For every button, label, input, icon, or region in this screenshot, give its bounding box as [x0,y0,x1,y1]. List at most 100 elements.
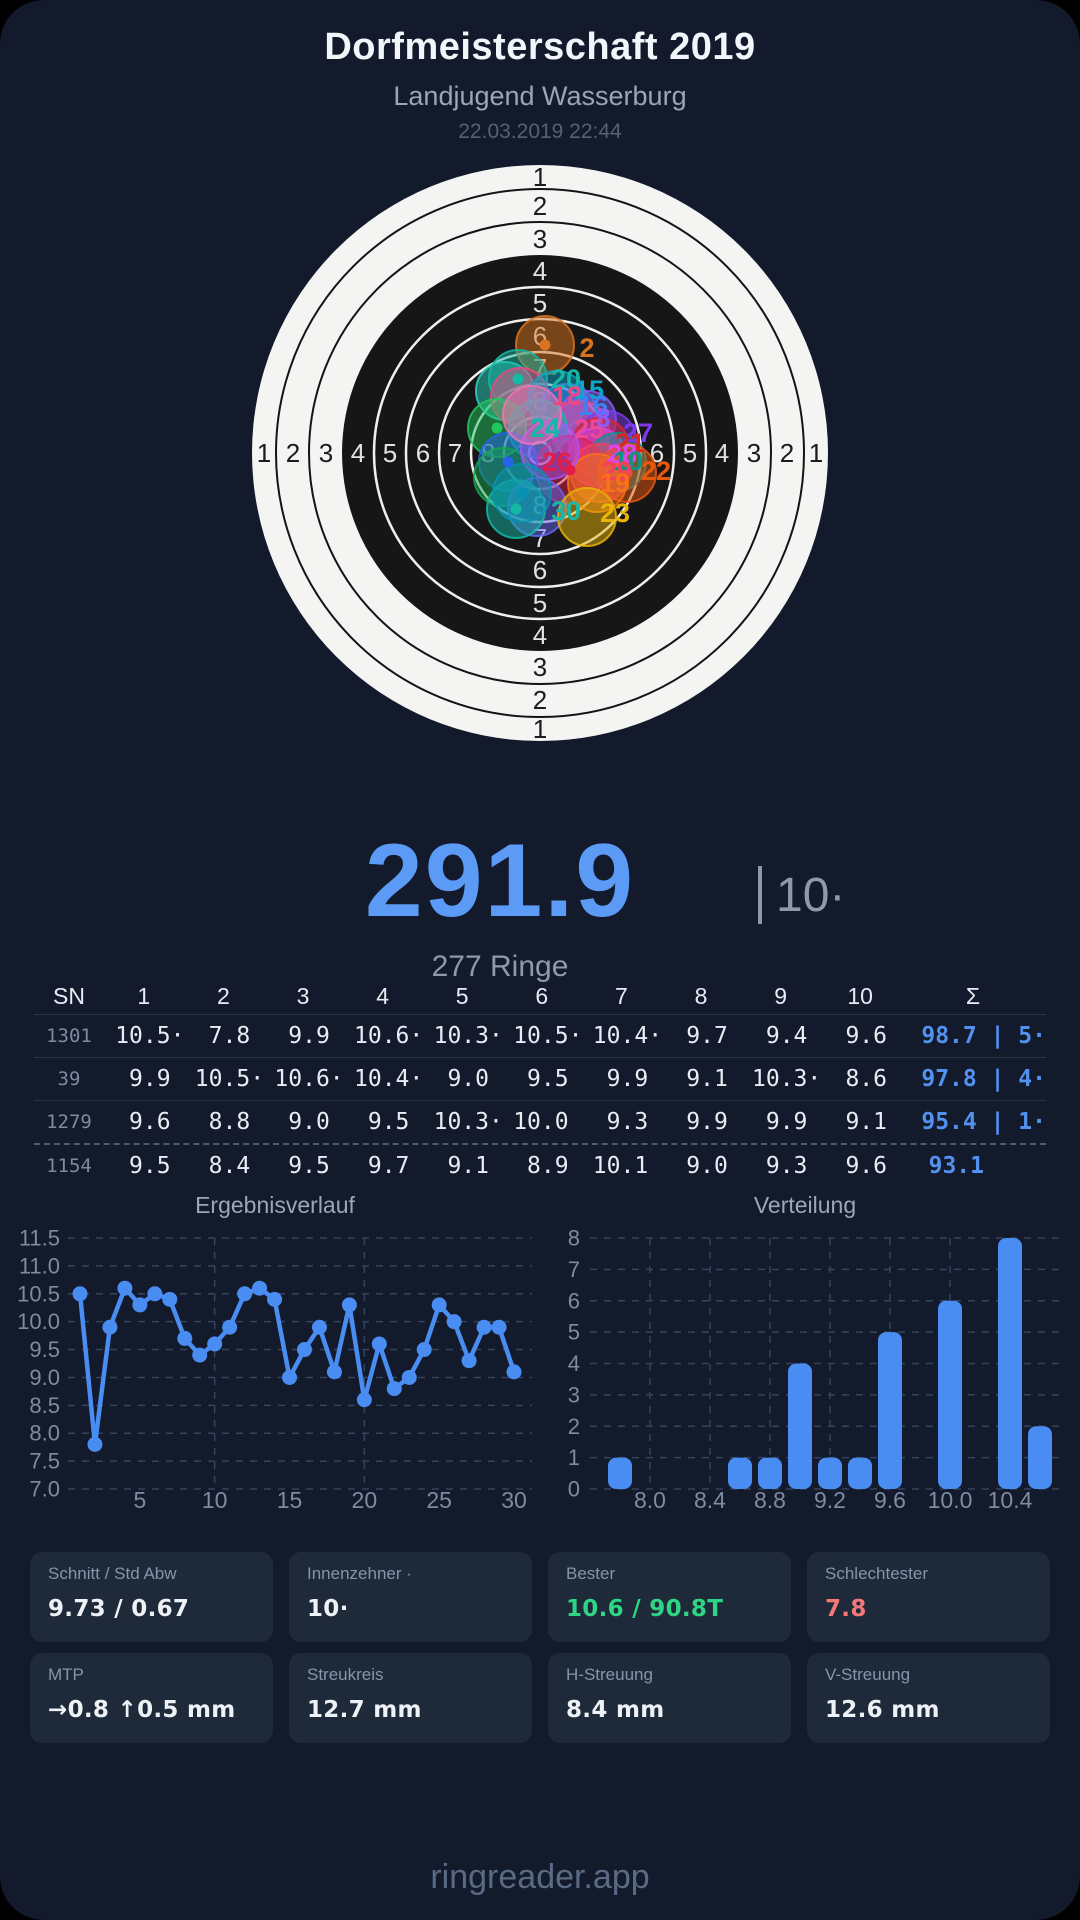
data-point[interactable] [237,1286,253,1302]
histogram-bar[interactable] [758,1457,782,1489]
data-point[interactable] [132,1297,148,1313]
x-tick-label: 10.4 [988,1487,1033,1513]
data-point[interactable] [506,1364,522,1380]
shot-value-cell: 9.5 [288,1153,330,1179]
shot-value-cell: 9.9 [606,1066,649,1092]
brand-link[interactable]: ringreader.app [430,1858,650,1896]
data-point[interactable] [371,1336,387,1352]
data-point[interactable] [87,1436,103,1452]
score-summary: 291.9 10· 277 Ringe [0,822,1080,984]
data-point[interactable] [177,1330,193,1346]
shot-value-cell: 9.5 [129,1153,171,1179]
ring-circle [372,285,708,621]
histogram-bar[interactable] [788,1363,812,1490]
shot-center-dot [510,503,522,515]
ring-number: 5 [383,438,397,468]
data-point[interactable] [491,1319,507,1335]
ring-number: 2 [533,191,547,221]
shot-value-cell: 9.9 [288,1023,330,1049]
shot-value-cell: 10.1 [592,1153,649,1179]
table-row[interactable]: 1301 10.5 · 7.8 9.9 10.6 · 10.3 · 10.5 · 10.4 · 9.7 9.… [34,1014,1046,1057]
bar-chart-title: Verteilung [753,1192,857,1218]
column-header: 2 [216,982,230,1009]
x-tick-label: 25 [426,1487,452,1513]
data-point[interactable] [401,1369,417,1385]
histogram-bar[interactable] [938,1300,962,1489]
data-point[interactable] [147,1286,163,1302]
data-point[interactable] [461,1353,477,1369]
target-visualization[interactable]: 1111222233334444555566667777888822018151… [240,153,840,753]
shot-label: 30 [551,496,581,526]
data-point[interactable] [386,1381,402,1397]
column-header: Σ [965,982,981,1009]
data-point[interactable] [222,1319,238,1335]
data-point[interactable] [296,1342,312,1358]
data-point[interactable] [476,1319,492,1335]
series-sum-cell: 95.4 | 1· [921,1109,1046,1135]
table-row[interactable]: 39 9.9 10.5 · 10.6 · 10.4 · 9.0 9.5 9.9 9.1 10.3 · 8.6… [34,1057,1046,1100]
shot-value-cell: 10.5 · [513,1023,583,1049]
ring-number: 2 [780,438,794,468]
stat-value: 12.7 mm [307,1697,422,1723]
histogram-bar[interactable] [998,1238,1022,1489]
data-point[interactable] [192,1347,208,1363]
table-row[interactable]: 1279 9.6 8.8 9.0 9.5 10.3 · 10.0 9.3 9.9 9.9 9.1 95.… [34,1100,1046,1143]
histogram-bar[interactable] [848,1457,872,1489]
data-point[interactable] [431,1297,447,1313]
total-score: 291.9 [364,823,636,939]
data-point[interactable] [207,1336,223,1352]
stat-label: Innenzehner · [307,1564,412,1583]
histogram-bar[interactable] [608,1457,632,1489]
data-point[interactable] [117,1280,133,1296]
shot-circle[interactable] [502,385,562,445]
table-header-row: SN 1 2 3 4 5 6 7 8 9 10 Σ [34,978,1046,1014]
ring-number: 2 [286,438,300,468]
histogram-bar[interactable] [818,1457,842,1489]
stat-card-2: Bester 10.6 / 90.8T [548,1552,791,1642]
histogram-bar[interactable] [728,1457,752,1489]
data-point[interactable] [282,1369,298,1385]
histogram-bar[interactable] [878,1332,902,1489]
data-point[interactable] [162,1291,178,1307]
x-tick-label: 8.0 [634,1487,666,1513]
shot-circle[interactable] [557,487,617,547]
shot-label: 21 [615,428,645,458]
y-tick-label: 8.5 [29,1393,60,1418]
stat-value: 10· [307,1596,349,1622]
y-tick-label: 8 [568,1226,580,1251]
data-point[interactable] [356,1392,372,1408]
shot-center-dot [491,422,503,434]
histogram-bar[interactable] [1028,1426,1052,1489]
shot-label: 26 [542,447,572,477]
stat-label: Schnitt / Std Abw [48,1564,177,1583]
data-point[interactable] [252,1280,268,1296]
stat-label: Schlechtester [825,1564,928,1583]
shot-value-cell: 10.4 · [592,1023,663,1049]
y-tick-label: 9.0 [29,1365,60,1390]
shot-value-cell: 9.9 [765,1109,808,1135]
stat-value: 9.73 / 0.67 [48,1596,190,1622]
shot-label: 22 [641,456,671,486]
data-point[interactable] [341,1297,357,1313]
session-datetime: 22.03.2019 22:44 [458,120,622,143]
data-point[interactable] [102,1319,118,1335]
data-point[interactable] [446,1314,462,1330]
data-point[interactable] [72,1286,88,1302]
inner-tens-count: 10· [758,866,845,924]
result-line [77,1285,517,1447]
data-point[interactable] [326,1364,342,1380]
table-row[interactable]: 1154 9.5 8.4 9.5 9.7 9.1 8.9 10.1 9.0 9.3 9.6 93.1 [34,1143,1046,1187]
divider [758,866,762,924]
y-tick-label: 4 [568,1351,580,1376]
stat-card-4: MTP →0.8 ↑0.5 mm [30,1653,273,1743]
ring-number: 3 [533,224,547,254]
data-point[interactable] [267,1291,283,1307]
ring-number: 4 [533,620,547,650]
column-header: 9 [774,982,787,1009]
data-point[interactable] [311,1319,327,1335]
shot-center-dot [512,373,524,385]
data-point[interactable] [416,1342,432,1358]
series-number: 1301 [46,1025,92,1047]
shot-label: 15 [574,375,604,405]
shot-label: 24 [530,413,560,443]
